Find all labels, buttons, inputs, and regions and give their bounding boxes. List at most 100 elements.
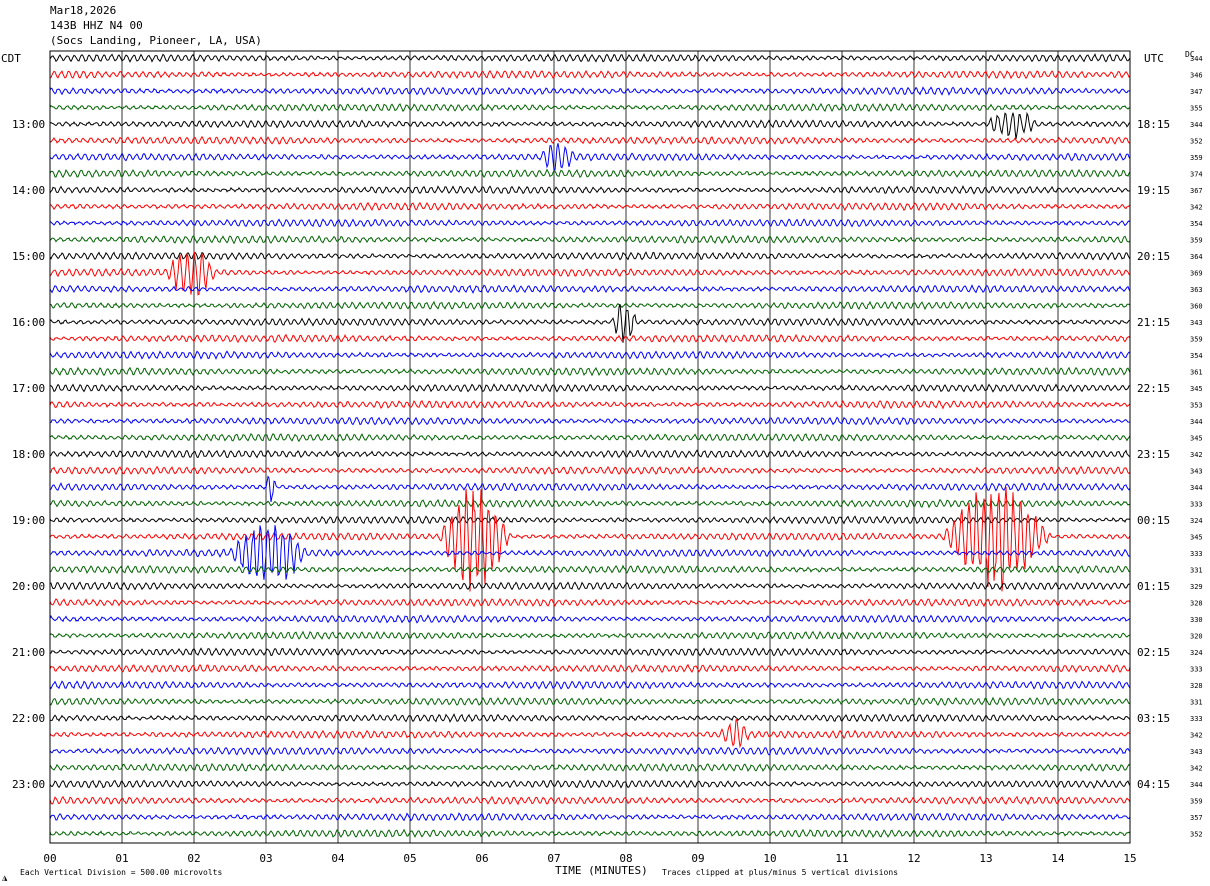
trace-line [49,515,1131,525]
left-hour-label: 14:00 [12,184,45,197]
trace-line [49,432,1131,443]
trace-line [49,449,1131,459]
x-tick-label: 05 [403,852,416,865]
dc-offset-label: 320 [1190,633,1203,641]
trace-line [49,614,1131,624]
trace-line [49,795,1131,806]
trace-line [49,168,1131,179]
dc-offset-label: 369 [1190,270,1203,278]
trace-line [49,486,1131,592]
dc-offset-label: 329 [1190,583,1203,591]
station-code: 143B HHZ N4 00 [50,19,143,32]
dc-offset-label: 344 [1190,484,1203,492]
dc-column-label: DC [1185,50,1195,59]
dc-offset-label: 353 [1190,402,1203,410]
left-hour-label: 16:00 [12,316,45,329]
right-hour-label: 19:15 [1137,184,1170,197]
seismic-traces [49,53,1131,838]
dc-offset-label: 367 [1190,187,1203,195]
dc-offset-label: 354 [1190,220,1203,228]
trace-line [49,350,1131,360]
trace-line [49,201,1131,212]
dc-offset-label: 343 [1190,319,1203,327]
trace-line [49,663,1131,674]
trace-line [49,250,1131,296]
left-hour-label: 13:00 [12,118,45,131]
corner-mark-icon: ◮ [2,874,8,882]
x-tick-label: 07 [547,852,560,865]
trace-line [49,696,1131,707]
dc-offset-label: 352 [1190,138,1203,146]
trace-line [49,465,1131,476]
x-tick-label: 06 [475,852,488,865]
plot-date: Mar18,2026 [50,4,117,17]
dc-offset-label: 359 [1190,154,1203,162]
x-tick-label: 11 [835,852,848,865]
dc-offset-label: 343 [1190,468,1203,476]
x-tick-label: 12 [907,852,920,865]
dc-offset-label: 360 [1190,303,1203,311]
dc-offset-label: 364 [1190,253,1203,261]
trace-line [49,647,1131,657]
trace-line [49,746,1131,756]
dc-offset-label: 359 [1190,798,1203,806]
trace-line [49,185,1131,195]
trace-line [49,234,1131,245]
dc-offset-label: 328 [1190,600,1203,608]
station-location: (Socs Landing, Pioneer, LA, USA) [50,34,262,47]
x-tick-label: 13 [979,852,992,865]
right-hour-label: 18:15 [1137,118,1170,131]
dc-offset-label: 361 [1190,369,1203,377]
dc-offset-label: 342 [1190,451,1203,459]
trace-line [49,564,1131,575]
trace-line [49,383,1131,393]
dc-offset-label: 344 [1190,121,1203,129]
x-tick-label: 04 [331,852,345,865]
trace-line [49,135,1131,146]
dc-offset-label: 344 [1190,55,1203,63]
dc-offset-label: 374 [1190,171,1203,179]
trace-line [49,498,1131,509]
x-tick-label: 14 [1051,852,1065,865]
scale-note: Each Vertical Division = 500.00 microvol… [20,868,222,877]
trace-line [49,581,1131,591]
right-hour-label: 01:15 [1137,580,1170,593]
trace-line [49,762,1131,773]
trace-line [49,284,1131,294]
dc-offset-label: 342 [1190,204,1203,212]
trace-line [49,218,1131,228]
trace-line [49,525,1131,580]
x-tick-label: 15 [1123,852,1136,865]
dc-offset-label: 343 [1190,748,1203,756]
dc-offset-label: 333 [1190,666,1203,674]
trace-line [49,416,1131,426]
trace-line [49,718,1131,749]
right-hour-label: 04:15 [1137,778,1170,791]
trace-line [49,333,1131,344]
dc-offset-label: 359 [1190,237,1203,245]
left-hour-label: 21:00 [12,646,45,659]
dc-offset-label: 342 [1190,765,1203,773]
right-hour-labels: 18:15 19:15 20:15 21:15 22:15 23:15 00:15 01:15… [1137,118,1170,791]
trace-line [49,779,1131,789]
right-hour-label: 00:15 [1137,514,1170,527]
trace-line [49,366,1131,377]
right-hour-label: 03:15 [1137,712,1170,725]
right-hour-label: 20:15 [1137,250,1170,263]
x-tick-label: 08 [619,852,632,865]
right-hour-label: 02:15 [1137,646,1170,659]
x-tick-label: 03 [259,852,272,865]
dc-offset-label: 352 [1190,831,1203,839]
left-hour-label: 18:00 [12,448,45,461]
dc-offset-label: 333 [1190,501,1203,509]
dc-offset-label: 359 [1190,336,1203,344]
left-hour-label: 20:00 [12,580,45,593]
dc-offset-label: 324 [1190,649,1203,657]
trace-line [49,475,1131,503]
trace-line [49,400,1131,410]
dc-offset-label: 345 [1190,534,1203,542]
x-tick-label: 10 [763,852,776,865]
trace-line [49,102,1131,113]
left-hour-labels: 13:00 14:00 15:00 16:00 17:00 18:00 19:00 20:00… [12,118,45,791]
